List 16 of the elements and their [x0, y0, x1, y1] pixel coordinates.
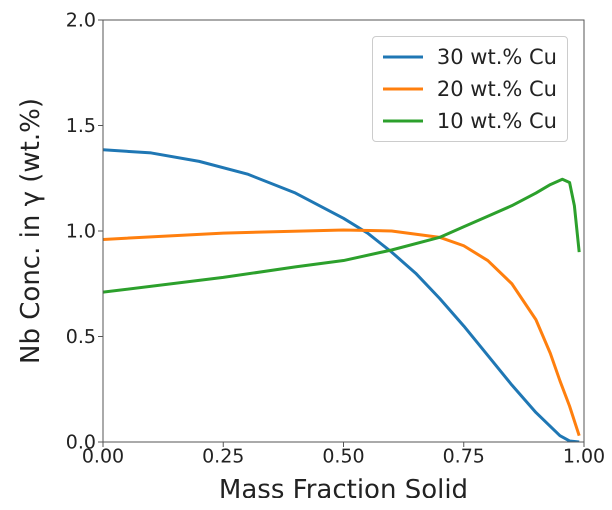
legend-label: 20 wt.% Cu	[436, 76, 557, 103]
y-axis-title: Nb Conc. in γ (wt.%)	[16, 98, 46, 364]
y-tick-label: 2.0	[66, 10, 96, 32]
x-tick-label: 1.00	[562, 445, 606, 468]
x-tick-label: 0.50	[322, 445, 365, 468]
x-axis-title: Mass Fraction Solid	[218, 475, 468, 505]
y-tick-label: 1.0	[66, 220, 96, 243]
line-series	[103, 228, 581, 438]
line-series	[103, 178, 581, 294]
legend-label: 30 wt.% Cu	[436, 44, 557, 71]
legend-label: 10 wt.% Cu	[436, 108, 557, 135]
y-tick-label: 1.5	[66, 115, 96, 138]
line-series	[103, 148, 581, 442]
y-tick-label: 0.5	[66, 326, 96, 348]
x-tick-label: 0.75	[442, 445, 485, 468]
x-tick-label: 0.25	[202, 445, 244, 468]
